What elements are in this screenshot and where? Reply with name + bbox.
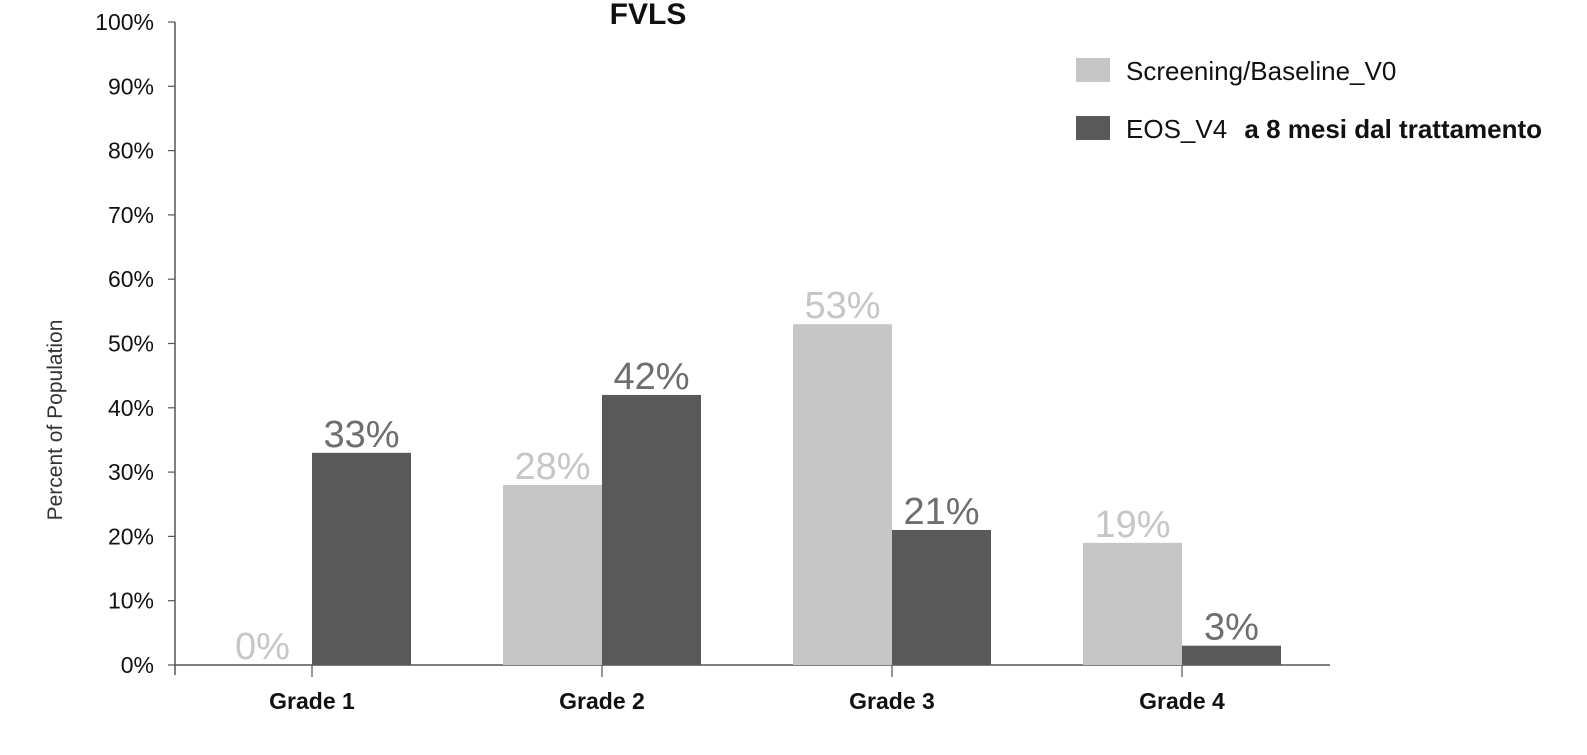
x-axis: Grade 1 Grade 2 Grade 3 Grade 4 — [175, 664, 1330, 714]
data-label-baseline: 28% — [514, 446, 590, 488]
bar-eos — [602, 394, 701, 665]
chart-title: FVLS — [610, 0, 687, 31]
x-tick-label: Grade 2 — [559, 688, 645, 714]
x-tick-label: Grade 1 — [269, 688, 355, 714]
bar-eos — [1182, 645, 1281, 665]
y-tick-label: 100% — [95, 9, 154, 35]
bar-eos — [312, 452, 411, 665]
bars — [312, 324, 1281, 665]
data-label-baseline: 0% — [235, 626, 290, 668]
y-tick-label: 60% — [108, 266, 154, 292]
data-label-baseline: 53% — [804, 285, 880, 327]
legend-label-baseline: Screening/Baseline_V0 — [1126, 56, 1396, 86]
y-tick-label: 0% — [121, 652, 154, 678]
data-labels: 0% 28% 53% 19% 33% 42% 21% 3% — [235, 285, 1259, 668]
data-label-eos: 3% — [1204, 607, 1259, 649]
y-tick-label: 90% — [108, 73, 154, 99]
y-tick-label: 20% — [108, 523, 154, 549]
bar-baseline — [503, 484, 602, 665]
x-tick-label: Grade 4 — [1139, 688, 1225, 714]
data-label-eos: 42% — [613, 356, 689, 398]
y-tick-label: 70% — [108, 202, 154, 228]
y-tick-label: 50% — [108, 331, 154, 357]
legend-label-eos-part1: EOS_V4 — [1126, 114, 1227, 144]
legend-swatch-eos — [1076, 116, 1110, 140]
bar-baseline — [1083, 542, 1182, 665]
legend-swatch-baseline — [1076, 58, 1110, 82]
y-axis: 0% 10% 20% 30% 40% 50% 60% 70% 80% 90% 100% — [95, 9, 176, 678]
y-tick-label: 80% — [108, 138, 154, 164]
bar-baseline — [793, 324, 892, 665]
y-axis-label: Percent of Population — [44, 320, 67, 521]
legend-label-eos-part2: a 8 mesi dal trattamento — [1244, 114, 1542, 144]
data-label-eos: 33% — [323, 414, 399, 456]
data-label-baseline: 19% — [1094, 504, 1170, 546]
data-label-eos: 21% — [903, 491, 979, 533]
legend: Screening/Baseline_V0 EOS_V4 a 8 mesi da… — [1076, 56, 1542, 144]
legend-label-eos: EOS_V4 a 8 mesi dal trattamento — [1126, 114, 1542, 144]
bar-eos — [892, 529, 991, 665]
y-tick-label: 10% — [108, 588, 154, 614]
x-tick-label: Grade 3 — [849, 688, 935, 714]
y-tick-label: 30% — [108, 459, 154, 485]
y-tick-label: 40% — [108, 395, 154, 421]
